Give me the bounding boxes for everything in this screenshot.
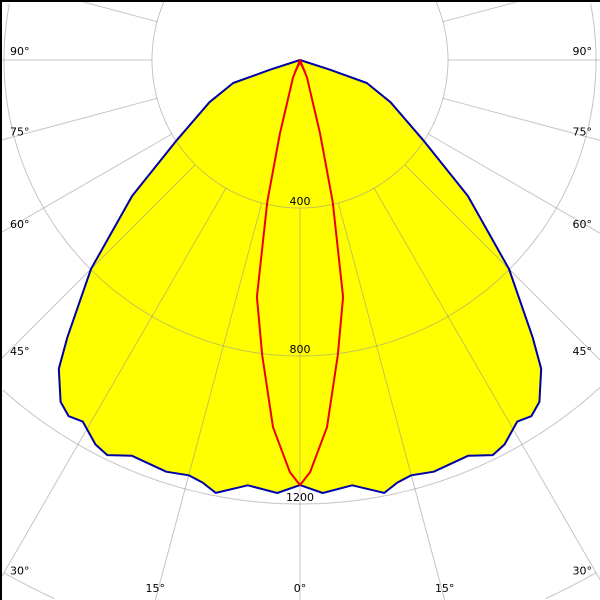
angle-label: 90° <box>10 45 30 58</box>
arrow-head-icon <box>294 59 306 73</box>
grid-radial-line <box>442 97 600 141</box>
grid-circle-1200 <box>2 387 600 505</box>
angle-label: 75° <box>10 125 30 138</box>
grid-radial-line <box>83 2 158 23</box>
grid-radial-line <box>442 2 517 23</box>
grid-radial-line <box>2 187 227 577</box>
angle-label: 15° <box>146 582 166 595</box>
radial-label-800: 800 <box>290 343 311 356</box>
grid-radial-line <box>373 187 600 580</box>
radial-label-400: 400 <box>290 195 311 208</box>
angle-label: 15° <box>435 582 455 595</box>
angle-label: 75° <box>573 125 593 138</box>
grid-radial-line <box>404 164 600 361</box>
angle-label: 45° <box>10 345 30 358</box>
angle-label: 30° <box>10 565 30 578</box>
grid-radial-line <box>2 133 173 233</box>
grid-radial-line <box>154 202 263 600</box>
grid-radial-line <box>2 164 196 359</box>
grid-radial-line <box>2 97 158 141</box>
grid-radial-line <box>337 202 446 600</box>
angle-label: 60° <box>10 218 30 231</box>
angle-label-zero: 0° <box>294 582 307 595</box>
angle-label: 30° <box>573 565 593 578</box>
radial-label-1200: 1200 <box>286 491 314 504</box>
grid-circle-800 <box>3 3 597 357</box>
series-line-1 <box>255 59 345 487</box>
angle-label: 60° <box>573 218 593 231</box>
grid-radial-line <box>427 133 600 234</box>
angle-label: 45° <box>573 345 593 358</box>
grid-circle-1600 <box>3 572 597 600</box>
angle-label: 90° <box>573 45 593 58</box>
